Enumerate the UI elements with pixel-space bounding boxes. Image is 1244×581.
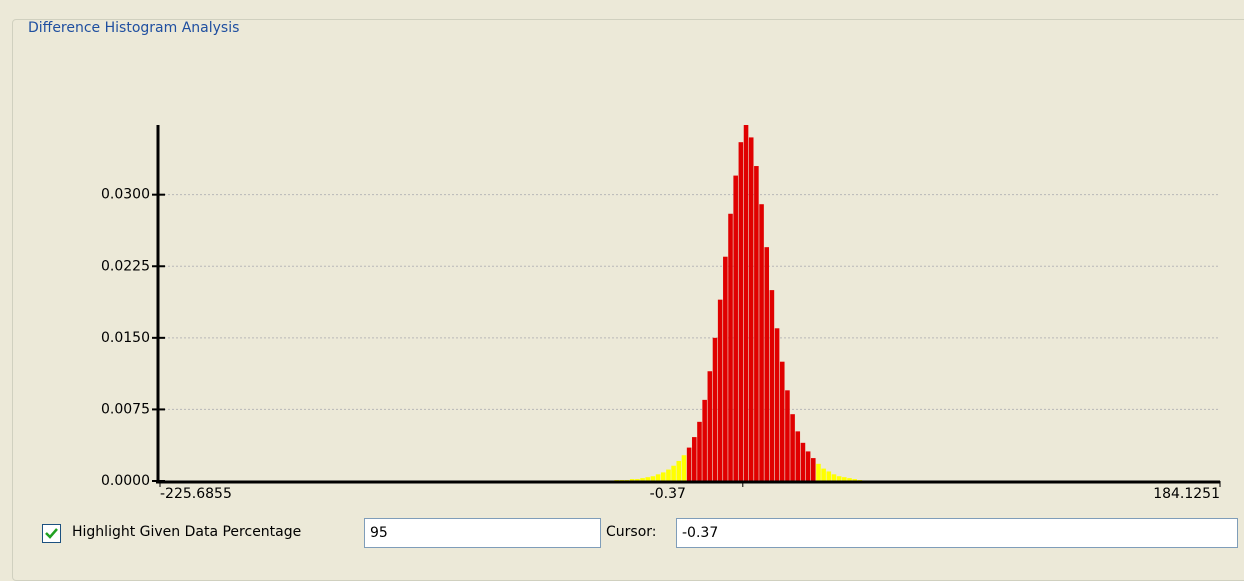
bar [640, 478, 645, 481]
bar [738, 142, 744, 481]
bar [816, 463, 821, 481]
bar [826, 471, 832, 481]
y-tick-label: 0.0075 [101, 401, 150, 417]
bar [800, 442, 806, 481]
chart: 0.0000 0.0075 0.0150 0.0225 0.0300 -225.6855 -… [101, 125, 1221, 502]
bar [728, 213, 733, 481]
bar [810, 458, 816, 481]
y-tick-label: 0.0300 [101, 187, 150, 203]
bar [660, 472, 666, 481]
bar [702, 399, 707, 481]
bar [692, 437, 697, 481]
x-tick-label: -225.6855 [160, 486, 232, 502]
x-tick-label: -0.37 [650, 486, 686, 502]
bar [852, 479, 857, 481]
bar [707, 371, 713, 481]
bar [764, 247, 770, 481]
bar [666, 469, 671, 481]
bar [686, 447, 692, 481]
bar [769, 290, 775, 481]
bar [723, 256, 728, 481]
bar [697, 421, 702, 481]
bar [821, 468, 826, 481]
y-tick-label: 0.0150 [101, 330, 150, 346]
bar [671, 465, 676, 481]
y-tick-label: 0.0225 [101, 258, 150, 274]
check-mark [45, 528, 58, 539]
bar [836, 476, 842, 481]
bar [759, 204, 764, 481]
bar [774, 328, 780, 481]
bar [779, 361, 785, 481]
bar [676, 460, 682, 481]
bar [635, 479, 640, 481]
page: Difference Histogram Analysis 0.0000 0.00… [12, 19, 1244, 581]
cursor-input[interactable]: -0.37 [676, 518, 1238, 548]
percentage-input[interactable]: 95 [364, 518, 601, 548]
bar [645, 477, 651, 481]
y-tick-label: 0.0000 [101, 473, 150, 489]
bar [733, 175, 738, 481]
bar [743, 125, 749, 481]
x-tick-label: 184.1251 [1153, 486, 1220, 502]
bar [785, 390, 790, 481]
bar [805, 451, 811, 481]
bar [650, 476, 656, 481]
checkbox[interactable] [42, 524, 61, 543]
bar [748, 137, 754, 481]
bar [717, 299, 723, 481]
bar [655, 474, 661, 481]
bar [681, 455, 687, 481]
bar [847, 478, 852, 481]
bar [754, 166, 759, 481]
checkbox-label: Highlight Given Data Percentage [72, 524, 302, 540]
bar [629, 479, 635, 481]
bar [831, 474, 837, 481]
bar [795, 431, 801, 481]
cursor-label: Cursor: [606, 524, 657, 540]
bar [790, 414, 795, 481]
bar [712, 337, 718, 481]
group-title: Difference Histogram Analysis [24, 20, 244, 36]
bar [842, 477, 847, 481]
